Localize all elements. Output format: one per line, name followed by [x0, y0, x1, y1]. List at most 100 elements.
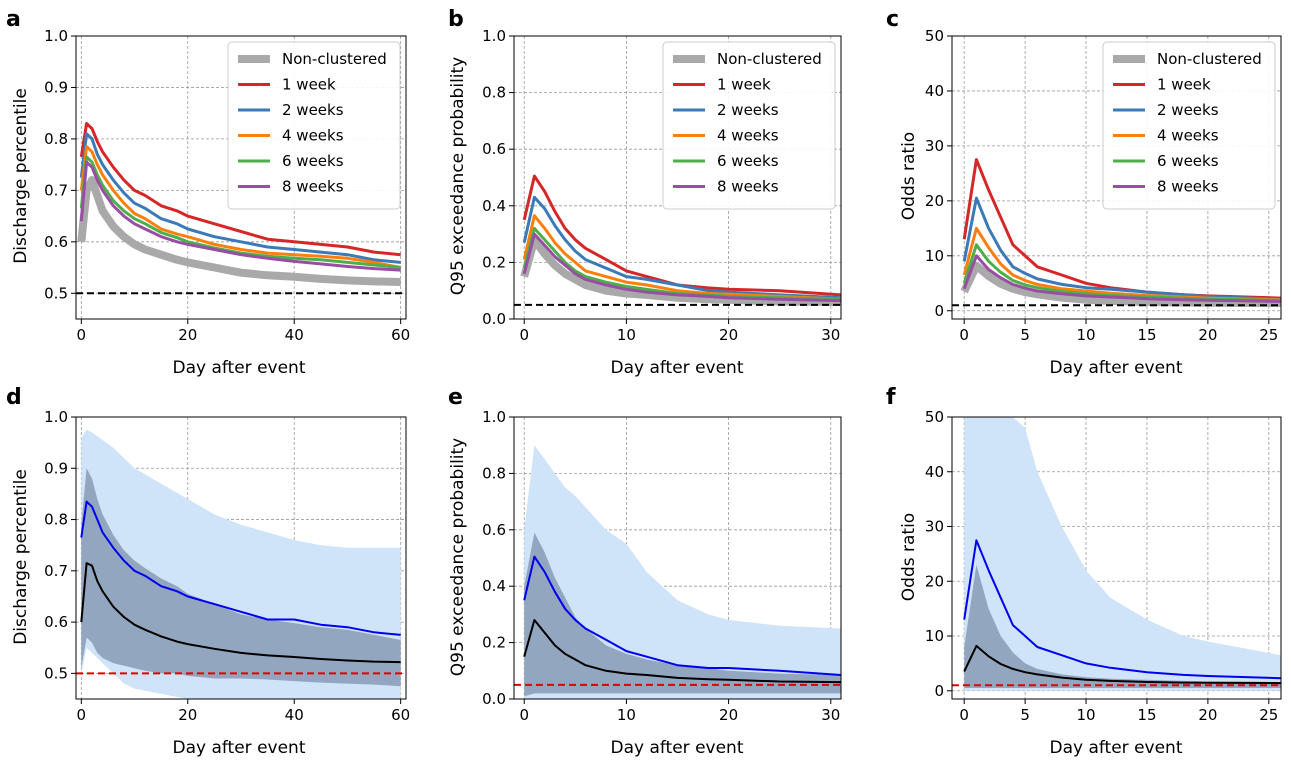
y-tick-label: 0	[934, 682, 944, 700]
legend-label-1-week: 1 week	[1157, 76, 1211, 94]
legend-box	[227, 41, 401, 210]
plot-area	[952, 158, 1281, 308]
panel-d: d Discharge percentile Day after event 0…	[6, 385, 410, 758]
panel-label: f	[886, 385, 896, 410]
legend-label-non-clustered: Non-clustered	[717, 50, 822, 68]
axes-frame	[951, 416, 1282, 700]
y-tick-label: 0.8	[44, 511, 68, 529]
clustered-range-band	[964, 417, 1281, 691]
y-tick-label: 0.2	[482, 253, 506, 271]
series-line-non-clustered	[520, 235, 841, 306]
panel-label: a	[6, 7, 21, 32]
y-tick-label: 0.4	[482, 197, 506, 215]
y-tick-label: 0.0	[482, 310, 506, 328]
series-line-6-weeks	[79, 155, 401, 269]
y-tick-label: 40	[925, 463, 944, 481]
x-tick-label: 40	[285, 706, 304, 724]
nonclustered-range-band	[524, 532, 841, 697]
x-tick-label: 40	[285, 326, 304, 344]
panel-label: c	[886, 7, 899, 32]
series-line-2-weeks	[962, 196, 1281, 301]
x-tick-label: 20	[1198, 706, 1217, 724]
x-tick-label: 0	[959, 326, 969, 344]
x-axis-label: Day after event	[172, 358, 305, 378]
y-tick-label: 30	[925, 137, 944, 155]
y-tick-label: 1.0	[44, 27, 68, 45]
x-tick-label: 30	[821, 706, 840, 724]
y-tick-label: 1.0	[482, 27, 506, 45]
series-line-2-weeks	[79, 132, 401, 264]
series-line-2-weeks	[522, 195, 841, 300]
y-tick-label: 0	[934, 302, 944, 320]
series-line-non-clustered	[960, 261, 1281, 308]
legend-box	[1102, 41, 1276, 210]
plot-area	[514, 174, 841, 306]
y-tick-label: 1.0	[482, 408, 506, 426]
legend-label-4-weeks: 4 weeks	[1157, 127, 1219, 145]
axes-frame	[951, 35, 1282, 320]
y-tick-label: 10	[925, 627, 944, 645]
series-line-4-weeks	[522, 214, 841, 301]
x-tick-label: 0	[519, 326, 529, 344]
x-tick-label: 20	[178, 326, 197, 344]
legend-label-8-weeks: 8 weeks	[1157, 178, 1219, 196]
x-tick-label: 10	[1076, 706, 1095, 724]
series-line-6-weeks	[962, 243, 1281, 302]
panel-label: e	[448, 385, 463, 410]
axes-frame	[513, 416, 842, 700]
y-tick-label: 0.7	[44, 562, 68, 580]
y-tick-label: 0.7	[44, 181, 68, 199]
y-axis-label: Discharge percentile	[11, 88, 31, 264]
legend-label-1-week: 1 week	[717, 76, 771, 94]
panel-c: c Odds ratio Day after event 0 5 10 15 20 25 0…	[886, 7, 1282, 378]
y-tick-label: 0.6	[44, 613, 68, 631]
series-line-8-weeks	[79, 160, 401, 272]
y-tick-label: 0.6	[482, 521, 506, 539]
axes-frame	[75, 35, 407, 320]
x-tick-label: 60	[391, 706, 410, 724]
legend-label-6-weeks: 6 weeks	[717, 152, 779, 170]
x-tick-label: 0	[77, 326, 87, 344]
legend-label-2-weeks: 2 weeks	[282, 101, 344, 119]
x-tick-label: 10	[1076, 326, 1095, 344]
plot-area	[514, 445, 841, 699]
legend-box	[662, 41, 836, 210]
y-axis-label: Q95 exceedance probability	[448, 438, 468, 677]
clustered-range-band	[524, 445, 841, 699]
plot-area	[76, 429, 406, 699]
y-tick-label: 1.0	[44, 408, 68, 426]
y-tick-label: 0.8	[44, 130, 68, 148]
y-axis-label: Discharge percentile	[11, 469, 31, 645]
x-axis-label: Day after event	[172, 738, 305, 758]
y-tick-label: 0.0	[482, 690, 506, 708]
y-tick-label: 0.4	[482, 577, 506, 595]
x-axis-label: Day after event	[610, 738, 743, 758]
y-tick-label: 50	[925, 27, 944, 45]
x-tick-label: 25	[1259, 706, 1278, 724]
x-tick-label: 60	[391, 326, 410, 344]
x-tick-label: 15	[1137, 326, 1156, 344]
series-line-6-weeks	[522, 226, 841, 301]
y-tick-label: 0.6	[482, 140, 506, 158]
clustered-median-line	[523, 555, 841, 676]
x-tick-label: 0	[519, 706, 529, 724]
clustered-median-line	[80, 500, 401, 636]
x-tick-label: 10	[617, 326, 636, 344]
x-tick-label: 20	[178, 706, 197, 724]
series-line-8-weeks	[522, 232, 841, 303]
axes-frame	[75, 416, 407, 700]
x-tick-label: 25	[1259, 326, 1278, 344]
series-line-4-weeks	[79, 145, 401, 269]
legend-label-2-weeks: 2 weeks	[1157, 101, 1219, 119]
legend-label-4-weeks: 4 weeks	[717, 127, 779, 145]
legend-label-6-weeks: 6 weeks	[282, 152, 344, 170]
panel-label: d	[6, 385, 22, 410]
y-tick-label: 50	[925, 408, 944, 426]
x-tick-label: 30	[821, 326, 840, 344]
nonclustered-median-line	[523, 619, 841, 684]
panel-a: a Discharge percentile Day after event 0…	[6, 7, 410, 378]
series-line-8-weeks	[962, 254, 1281, 303]
nonclustered-range-band	[964, 564, 1281, 688]
y-tick-label: 0.5	[44, 664, 68, 682]
